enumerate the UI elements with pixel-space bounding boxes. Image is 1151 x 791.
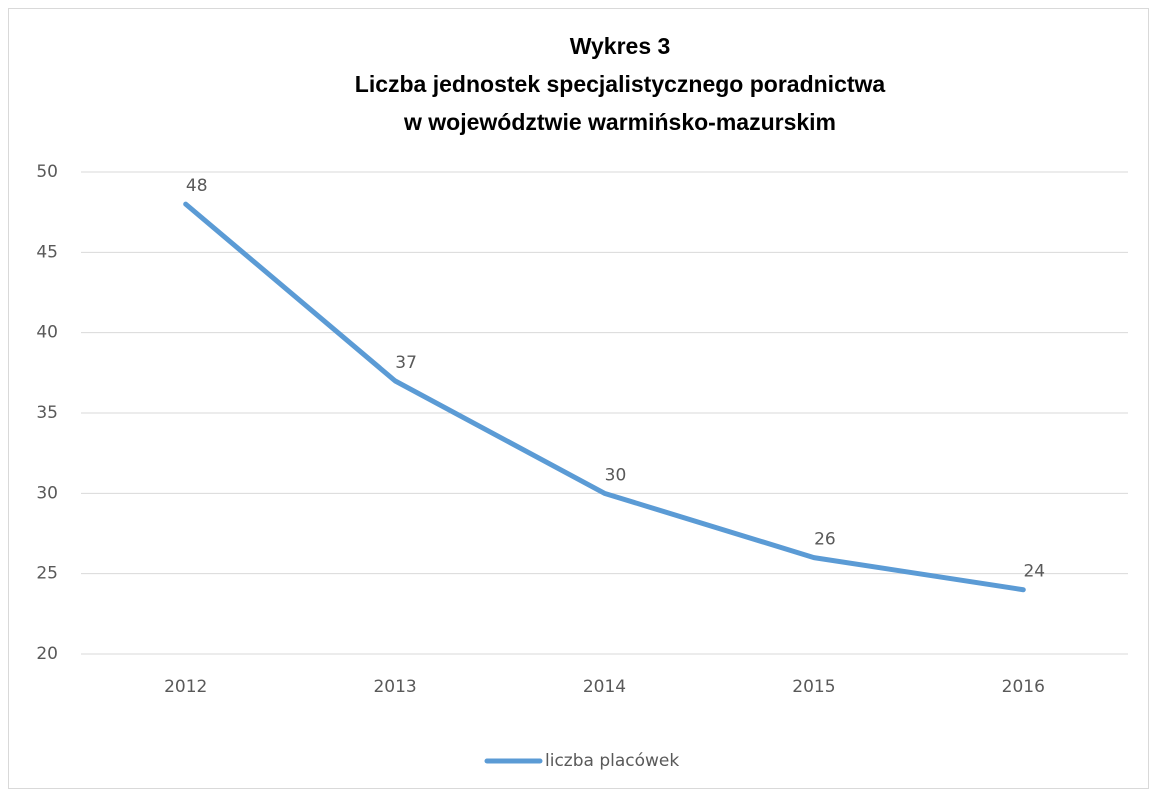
x-tick-label: 2012 xyxy=(164,677,207,697)
y-tick-label: 30 xyxy=(36,483,58,503)
x-tick-label: 2015 xyxy=(792,677,835,697)
y-tick-label: 45 xyxy=(36,242,58,262)
y-tick-label: 40 xyxy=(36,323,58,343)
data-label: 48 xyxy=(186,176,208,196)
data-label: 30 xyxy=(605,465,627,485)
x-tick-label: 2013 xyxy=(373,677,416,697)
data-label: 26 xyxy=(814,530,836,550)
chart-title: Wykres 3 xyxy=(570,33,671,59)
x-tick-label: 2016 xyxy=(1002,677,1045,697)
chart-title: Liczba jednostek specjalistycznego porad… xyxy=(355,71,886,97)
y-tick-label: 25 xyxy=(36,564,58,584)
y-tick-label: 20 xyxy=(36,644,58,664)
y-tick-label: 50 xyxy=(36,162,58,182)
x-tick-label: 2014 xyxy=(583,677,626,697)
chart-title: w województwie warmińsko-mazurskim xyxy=(403,109,836,135)
y-tick-label: 35 xyxy=(36,403,58,423)
chart-border xyxy=(8,8,1149,789)
data-label: 24 xyxy=(1023,562,1045,582)
legend-label: liczba placówek xyxy=(545,751,679,771)
data-label: 37 xyxy=(395,353,417,373)
data-line xyxy=(183,201,1026,593)
